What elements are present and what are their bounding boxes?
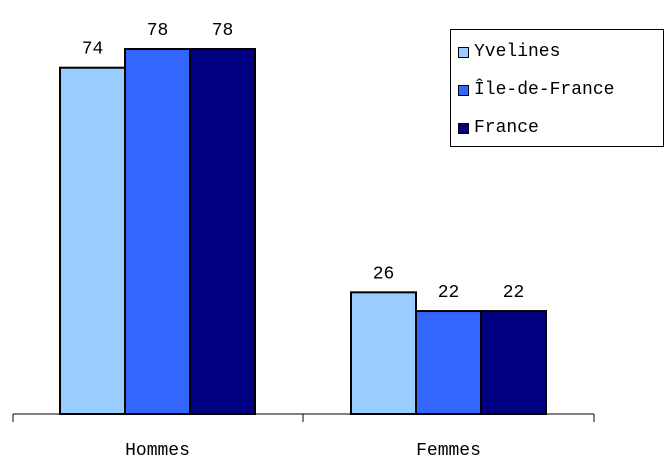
bar-femmes-yvelines: [350, 291, 417, 416]
value-label-hommes-ile-de-france: 78: [147, 21, 169, 41]
value-label-femmes-ile-de-france: 22: [438, 283, 460, 303]
bar-femmes-ile-de-france: [415, 310, 482, 415]
legend-swatch-france: [458, 122, 469, 134]
bar-femmes-france: [480, 310, 547, 415]
value-label-hommes-france: 78: [212, 21, 234, 41]
legend-swatch-yvelines: [458, 46, 469, 58]
legend-item-ile-de-france: Île-de-France: [458, 78, 614, 102]
value-label-hommes-yvelines: 74: [82, 40, 104, 60]
value-label-femmes-yvelines: 26: [373, 264, 395, 284]
category-labels-group: Hommes Femmes: [125, 441, 481, 459]
legend: Yvelines Île-de-France France: [450, 29, 664, 147]
legend-swatch-ile-de-france: [458, 84, 469, 96]
category-label-femmes: Femmes: [416, 441, 481, 459]
bar-hommes-ile-de-france: [124, 48, 191, 415]
x-axis: [12, 413, 595, 422]
legend-item-france: France: [458, 116, 539, 140]
value-label-femmes-france: 22: [503, 283, 525, 303]
bars-group: [59, 48, 547, 416]
bar-hommes-france: [189, 48, 256, 415]
bar-hommes-yvelines: [59, 66, 126, 415]
legend-label-ile-de-france: Île-de-France: [474, 80, 615, 100]
category-label-hommes: Hommes: [125, 441, 190, 459]
legend-label-yvelines: Yvelines: [474, 42, 561, 62]
legend-item-yvelines: Yvelines: [458, 40, 560, 64]
value-labels-group: 74 78 78 26 22 22: [82, 21, 525, 303]
legend-label-france: France: [474, 118, 539, 138]
